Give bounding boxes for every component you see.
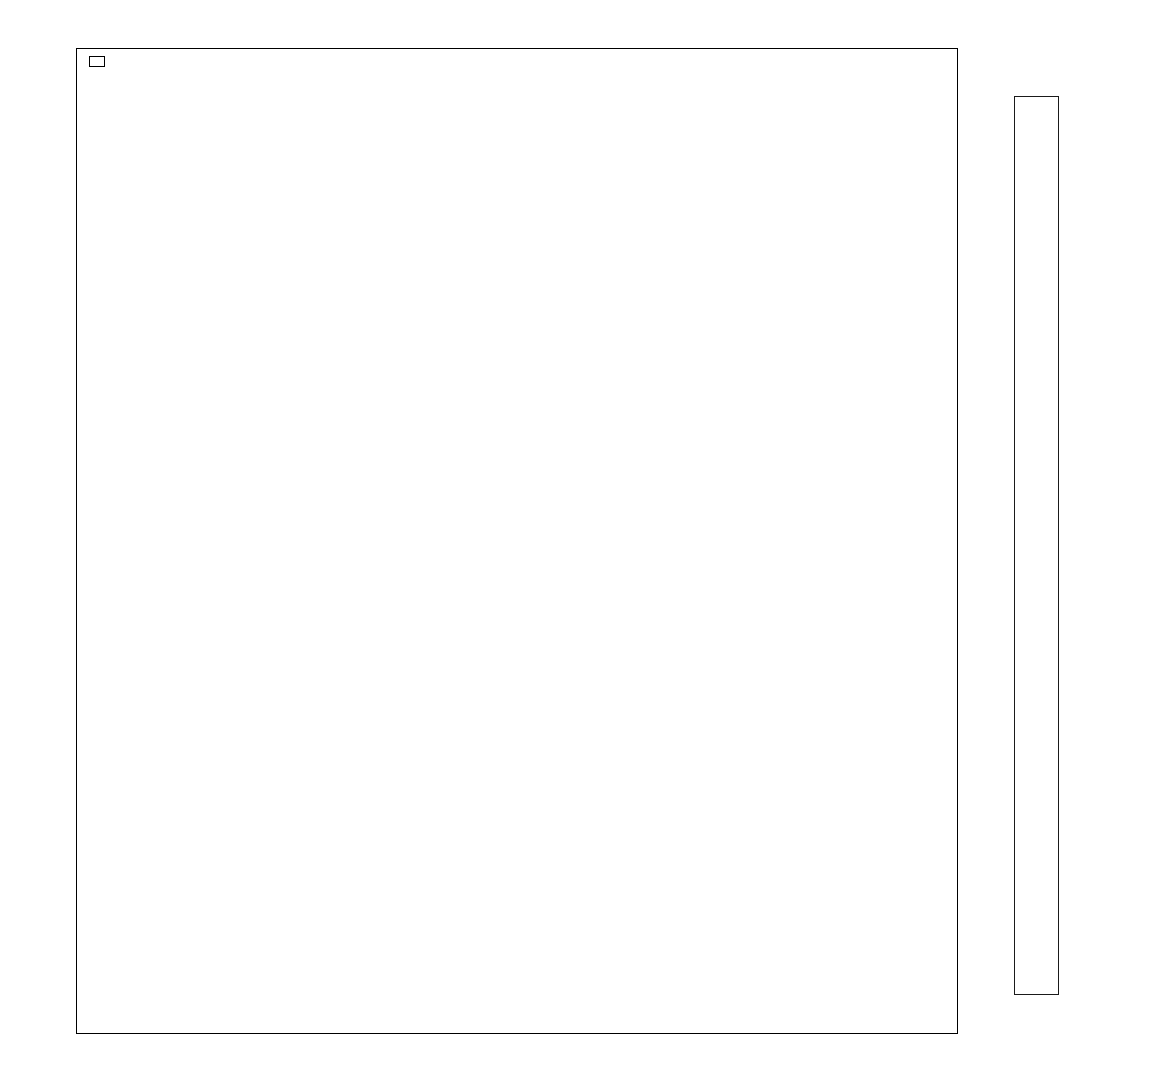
colorbar[interactable]	[1014, 96, 1059, 995]
colorbar-gradient	[1014, 96, 1059, 995]
map-overlay-borders	[77, 49, 957, 1033]
product-info-box	[89, 56, 105, 67]
radar-map-axes[interactable]	[76, 48, 958, 1034]
